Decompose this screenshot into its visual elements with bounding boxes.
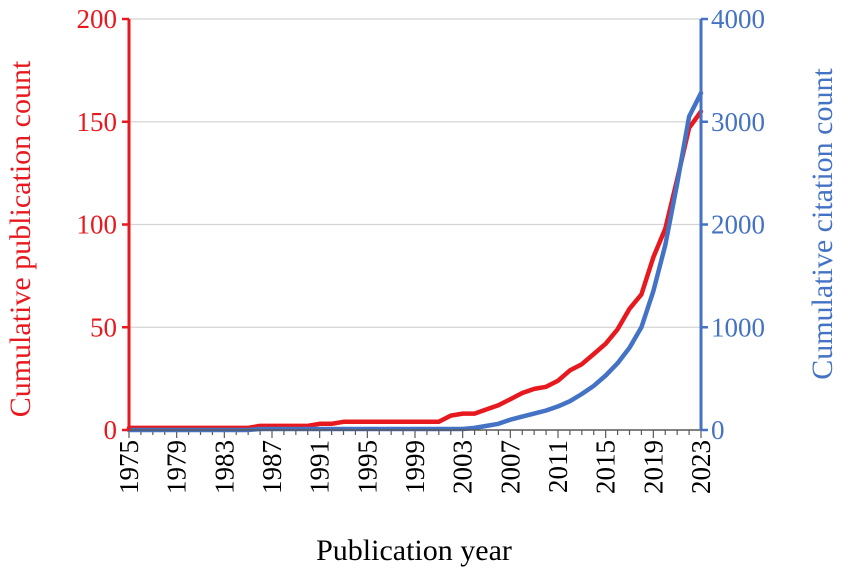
right-y-tick-label: 3000 <box>711 107 765 137</box>
x-tick-label: 1999 <box>400 440 430 494</box>
left-y-tick-label: 0 <box>104 415 118 445</box>
right-y-tick-label: 0 <box>711 415 725 445</box>
x-tick-label: 2015 <box>591 440 621 494</box>
right-y-tick-label: 1000 <box>711 312 765 342</box>
axes <box>122 17 708 432</box>
x-tick-label: 1975 <box>114 440 144 494</box>
x-tick-label: 2007 <box>495 440 525 494</box>
series-lines <box>126 90 704 433</box>
grid-lines <box>129 18 701 328</box>
x-tick-label: 2023 <box>686 440 716 494</box>
right-axis-title: Cumulative citation count <box>806 68 839 380</box>
x-tick-label: 1987 <box>257 440 287 494</box>
x-tick-label: 1983 <box>209 440 239 494</box>
x-tick-label: 2011 <box>543 440 573 493</box>
x-tick-label: 2003 <box>448 440 478 494</box>
x-tick-label: 1979 <box>162 440 192 494</box>
x-axis-title: Publication year <box>316 534 512 567</box>
right-y-tick-label: 2000 <box>711 210 765 240</box>
left-y-tick-label: 50 <box>90 312 117 342</box>
right-y-tick-label: 4000 <box>711 4 765 34</box>
left-axis-title: Cumulative publication count <box>4 60 37 417</box>
series-line-publications <box>126 109 704 431</box>
x-tick-label: 1991 <box>305 440 335 494</box>
left-y-tick-label: 200 <box>77 4 118 34</box>
series-line-citations <box>126 90 704 433</box>
x-tick-label: 2019 <box>638 440 668 494</box>
left-y-tick-label: 150 <box>77 107 118 137</box>
left-y-tick-label: 100 <box>77 210 118 240</box>
x-tick-label: 1995 <box>352 440 382 494</box>
